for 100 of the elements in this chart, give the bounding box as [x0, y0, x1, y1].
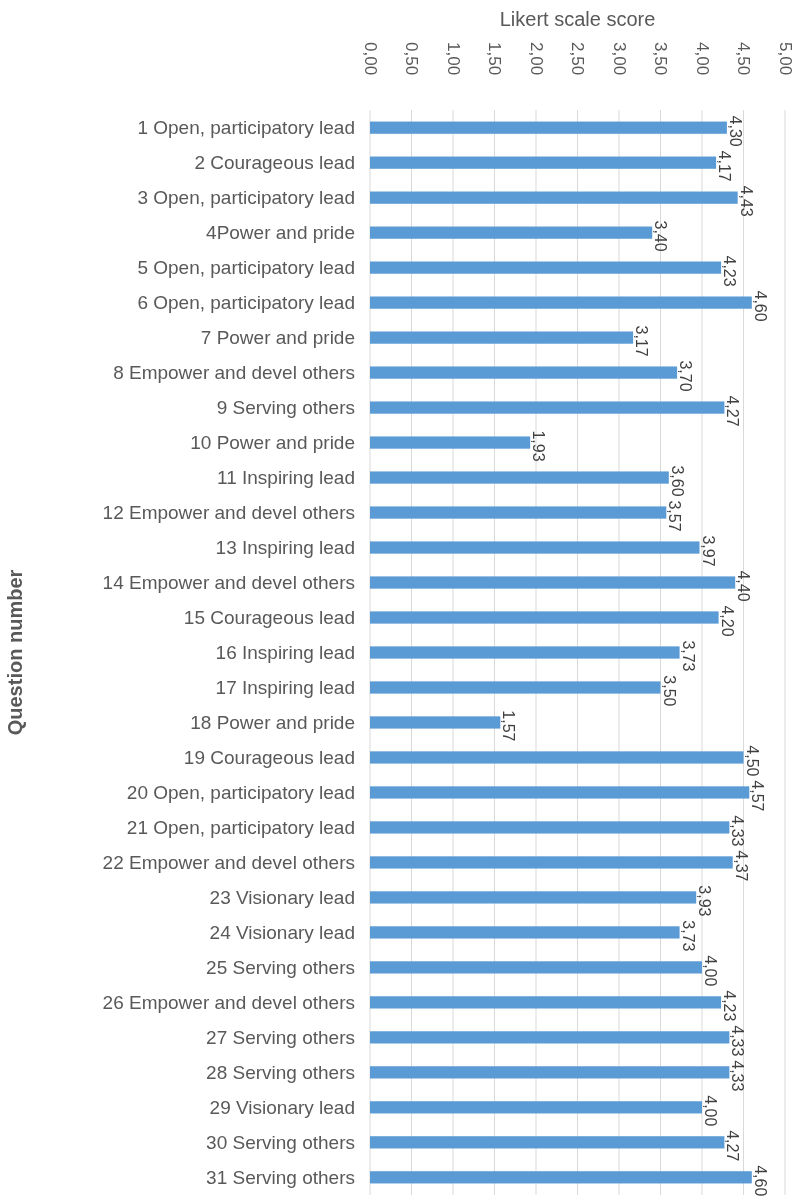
bar [370, 191, 738, 204]
data-label: 1,93 [530, 430, 548, 462]
y-axis-title: Question number [4, 569, 26, 736]
y-tick-label: 26 Empower and devel others [102, 991, 355, 1013]
y-tick-label: 8 Empower and devel others [113, 362, 355, 384]
data-label: 4,60 [751, 1165, 769, 1197]
bar [370, 1101, 702, 1114]
y-tick-label: 25 Serving others [206, 956, 355, 978]
y-tick-label: 24 Visionary lead [209, 921, 355, 943]
bar [370, 366, 678, 379]
y-tick-label: 30 Serving others [206, 1131, 355, 1153]
y-tick-label: 13 Inspiring lead [215, 537, 355, 559]
bar [370, 856, 733, 869]
y-tick-label: 19 Courageous lead [183, 746, 355, 768]
y-tick-label: 14 Empower and devel others [102, 572, 355, 594]
x-tick-label: 0,50 [402, 42, 421, 76]
data-label: 1,57 [500, 710, 518, 742]
y-tick-label: 31 Serving others [206, 1166, 355, 1188]
bar [370, 401, 725, 414]
y-tick-label: 2 Courageous lead [194, 152, 355, 174]
bar [370, 996, 722, 1009]
bar [370, 611, 719, 624]
bar [370, 296, 752, 309]
y-tick-label: 4Power and pride [206, 222, 355, 244]
bar [370, 751, 744, 764]
data-label: 4,43 [737, 185, 755, 217]
bar [370, 716, 501, 729]
bar [370, 331, 634, 344]
y-tick-label: 7 Power and pride [200, 327, 355, 349]
x-tick-label: 0,00 [360, 42, 380, 76]
x-tick-label: 3,00 [609, 42, 629, 76]
bar [370, 646, 680, 659]
bar [370, 261, 722, 274]
x-tick-label: 4,50 [734, 42, 753, 76]
y-tick-label: 11 Inspiring lead [216, 467, 355, 489]
data-label: 3,17 [633, 325, 651, 357]
x-tick-label: 5,00 [775, 42, 795, 76]
data-label: 4,23 [721, 990, 739, 1022]
bar [370, 541, 700, 554]
data-label: 4,20 [718, 605, 736, 637]
y-tick-label: 1 Open, participatory lead [137, 117, 355, 139]
data-label: 4,30 [726, 115, 744, 147]
data-label: 3,93 [696, 885, 714, 917]
y-tick-label: 18 Power and pride [190, 711, 355, 733]
data-label: 4,17 [716, 150, 734, 182]
data-label: 4,33 [729, 1025, 747, 1057]
bar [370, 891, 697, 904]
x-axis-title: Likert scale score [499, 8, 656, 30]
y-tick-label: 20 Open, participatory lead [126, 781, 355, 803]
data-label: 3,73 [679, 920, 697, 952]
bar [370, 156, 717, 169]
y-tick-label: 17 Inspiring lead [215, 676, 355, 698]
data-label: 4,40 [735, 570, 753, 602]
x-tick-label: 1,50 [485, 42, 504, 76]
x-tick-label: 2,50 [568, 42, 587, 76]
bar [370, 786, 750, 799]
x-tick-label: 3,50 [651, 42, 670, 76]
data-label: 3,57 [666, 500, 684, 532]
x-tick-label: 1,00 [443, 42, 463, 76]
data-label: 3,97 [699, 535, 717, 567]
y-tick-label: 15 Courageous lead [183, 607, 355, 629]
data-label: 4,60 [751, 290, 769, 322]
data-label: 3,70 [677, 360, 695, 392]
y-tick-label: 22 Empower and devel others [102, 851, 355, 873]
bar [370, 821, 730, 834]
data-label: 4,00 [702, 955, 719, 987]
y-tick-label: 16 Inspiring lead [215, 642, 355, 663]
bar [370, 681, 661, 694]
data-label: 3,50 [660, 675, 678, 707]
y-tick-label: 27 Serving others [206, 1026, 355, 1048]
bar [370, 226, 653, 239]
bar [370, 1066, 730, 1079]
bar [370, 1031, 730, 1044]
data-label: 3,40 [652, 220, 670, 252]
x-tick-label: 2,00 [526, 42, 546, 76]
y-tick-label: 12 Empower and devel others [102, 502, 355, 524]
bar [370, 961, 702, 974]
data-label: 3,60 [668, 465, 686, 497]
bar [370, 926, 680, 939]
y-tick-label: 10 Power and pride [190, 432, 355, 454]
bar [370, 1136, 725, 1149]
bar [370, 121, 727, 134]
bar [370, 1171, 752, 1184]
y-tick-label: 28 Serving others [206, 1061, 355, 1083]
y-tick-label: 23 Visionary lead [209, 886, 355, 908]
data-label: 4,00 [702, 1095, 719, 1127]
bar [370, 576, 736, 589]
y-tick-label: 9 Serving others [216, 397, 355, 419]
data-label: 4,33 [729, 1060, 747, 1092]
data-label: 4,23 [721, 255, 739, 287]
data-label: 4,33 [729, 815, 747, 847]
y-tick-label: 6 Open, participatory lead [137, 292, 355, 314]
bar [370, 506, 667, 519]
data-label: 4,57 [749, 780, 767, 812]
x-tick-label: 4,00 [692, 42, 712, 76]
bar [370, 436, 531, 449]
data-label: 4,27 [724, 1130, 742, 1162]
data-label: 4,27 [724, 395, 742, 427]
data-label: 4,37 [732, 850, 750, 882]
data-label: 4,50 [743, 745, 761, 777]
